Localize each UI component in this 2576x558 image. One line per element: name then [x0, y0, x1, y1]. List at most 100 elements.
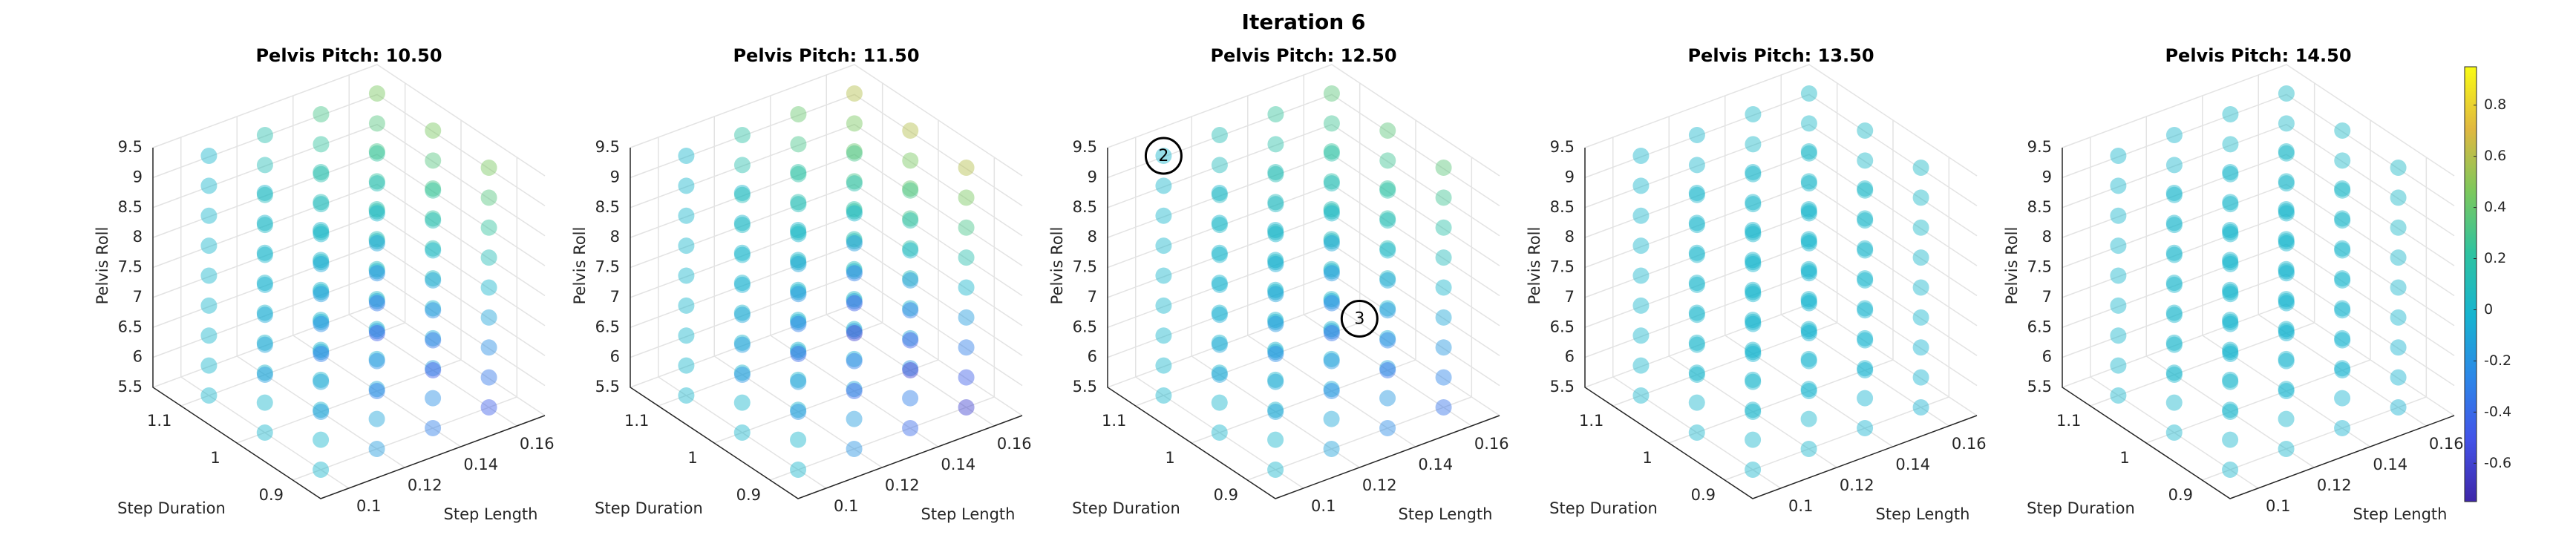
- point: [1745, 344, 1762, 361]
- point: [480, 309, 497, 326]
- point: [790, 341, 807, 358]
- grid-line: [152, 64, 546, 177]
- point: [790, 106, 807, 122]
- x-tick-label: 0.12: [885, 476, 920, 494]
- point: [256, 186, 273, 203]
- point: [200, 148, 218, 164]
- point: [678, 177, 695, 194]
- z-axis-label: Pelvis Roll: [571, 227, 589, 305]
- point: [1323, 441, 1340, 457]
- point: [1267, 136, 1284, 153]
- point: [2165, 334, 2183, 351]
- point: [1800, 143, 1817, 160]
- point: [480, 369, 497, 386]
- point: [368, 263, 385, 280]
- grid-line: [1107, 93, 1500, 206]
- point: [1800, 201, 1817, 217]
- point: [1857, 360, 1874, 377]
- point: [790, 222, 807, 238]
- z-tick-label: 6: [1565, 348, 1575, 366]
- z-tick-label: 6: [610, 348, 620, 366]
- point: [1267, 281, 1284, 298]
- point: [846, 205, 863, 222]
- point: [1379, 362, 1396, 378]
- point: [425, 332, 442, 349]
- grid-line: [1584, 64, 1978, 177]
- point: [958, 369, 975, 386]
- point: [2222, 194, 2239, 211]
- point: [1745, 194, 1762, 211]
- point: [1267, 196, 1284, 213]
- x-tick-label: 0.12: [1840, 476, 1874, 494]
- point: [902, 360, 919, 377]
- x-tick-label: 0.14: [463, 456, 498, 473]
- point: [1379, 270, 1396, 287]
- point: [1323, 145, 1340, 162]
- point: [902, 272, 919, 289]
- point: [790, 281, 807, 298]
- point: [200, 237, 218, 255]
- point: [1155, 177, 1172, 194]
- z-tick-label: 7.5: [1550, 258, 1575, 276]
- point: [1632, 207, 1650, 224]
- point: [368, 115, 385, 132]
- y-tick-label: 1: [1165, 449, 1174, 467]
- x-tick-label: 0.1: [356, 497, 381, 515]
- point: [2165, 424, 2183, 441]
- point: [1745, 312, 1762, 329]
- point: [2390, 339, 2407, 356]
- grid-line: [152, 123, 546, 237]
- point: [368, 381, 385, 398]
- point: [1632, 357, 1650, 374]
- point: [2334, 332, 2351, 349]
- point: [2390, 219, 2407, 236]
- point: [425, 270, 442, 287]
- point: [1800, 205, 1817, 222]
- point: [1912, 219, 1929, 236]
- point: [733, 186, 751, 203]
- point: [846, 295, 863, 312]
- point: [1155, 387, 1172, 404]
- grid-line: [152, 214, 546, 326]
- point: [902, 152, 919, 169]
- point: [1800, 410, 1817, 427]
- point: [790, 312, 807, 329]
- point: [368, 85, 385, 102]
- point: [958, 160, 975, 176]
- point: [368, 203, 385, 220]
- point: [1800, 203, 1817, 220]
- point: [2278, 203, 2295, 220]
- grid-line: [1584, 273, 1978, 387]
- point: [1800, 234, 1817, 252]
- point: [1632, 177, 1650, 194]
- point: [1912, 339, 1929, 356]
- point: [313, 312, 330, 329]
- annotation-label: 2: [1158, 147, 1168, 165]
- point: [368, 295, 385, 312]
- point: [846, 233, 863, 250]
- y-tick-label: 1: [210, 449, 220, 467]
- point: [902, 362, 919, 378]
- y-tick-label: 1: [687, 449, 697, 467]
- point: [846, 265, 863, 282]
- x-tick-label: 0.16: [997, 435, 1032, 453]
- grid-line: [1107, 303, 1500, 416]
- point: [1857, 122, 1874, 139]
- point: [1379, 240, 1396, 257]
- point: [368, 260, 385, 278]
- point: [2165, 186, 2183, 203]
- x-axis-label: Step Length: [2353, 505, 2448, 523]
- point: [1211, 185, 1228, 201]
- z-tick-label: 6.5: [2027, 318, 2052, 335]
- point: [313, 196, 330, 213]
- point: [425, 329, 442, 347]
- point: [1323, 115, 1340, 132]
- point: [1688, 334, 1705, 351]
- colorbar-tick-label: 0.2: [2484, 250, 2506, 266]
- z-tick-label: 8.5: [1550, 198, 1575, 216]
- point: [790, 404, 807, 420]
- y-axis-label: Step Duration: [2027, 499, 2135, 517]
- point: [2110, 237, 2127, 255]
- point: [2222, 226, 2239, 243]
- point: [425, 210, 442, 227]
